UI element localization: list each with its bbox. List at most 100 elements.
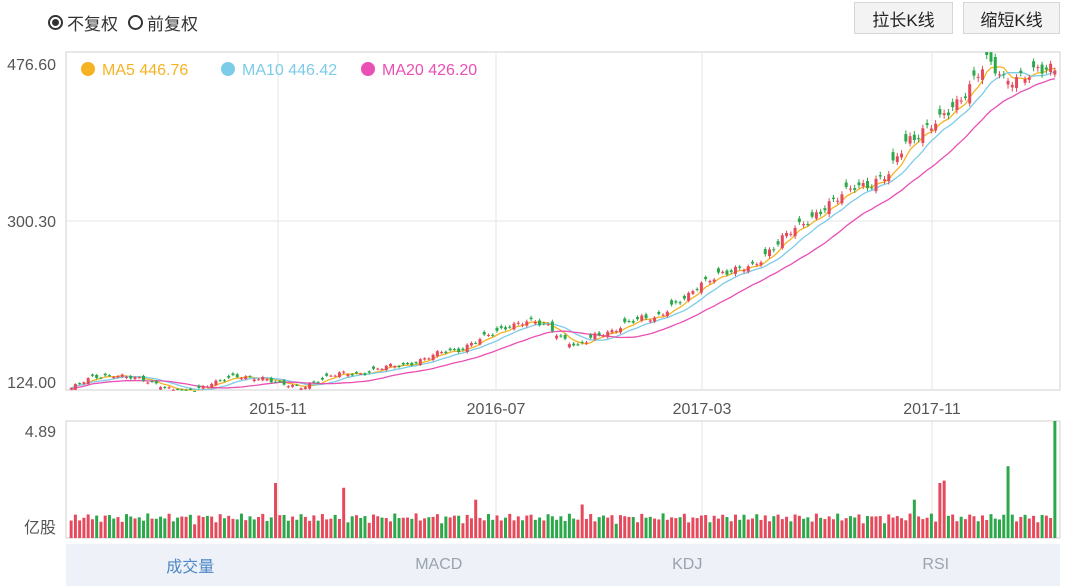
volume-bar bbox=[866, 516, 869, 538]
volume-bar bbox=[444, 516, 448, 538]
volume-bar bbox=[840, 520, 844, 538]
candle-body bbox=[823, 208, 827, 211]
candle-body bbox=[985, 52, 989, 56]
volume-bar bbox=[478, 517, 482, 538]
candle-body bbox=[1019, 70, 1023, 74]
time-tick-label: 2016-07 bbox=[467, 401, 526, 418]
volume-bar bbox=[320, 514, 324, 538]
volume-bar bbox=[644, 517, 648, 538]
volume-bar bbox=[274, 482, 278, 538]
volume-bar bbox=[159, 516, 163, 538]
forward-adjust-radio[interactable]: 前复权 bbox=[128, 10, 198, 35]
legend-ma5: MA5 446.76 bbox=[102, 62, 188, 79]
volume-bar bbox=[137, 517, 141, 538]
volume-bar bbox=[235, 519, 239, 538]
kline-chart: MA5 446.76 MA10 446.42 MA20 426.20 476.60 3… bbox=[7, 51, 1061, 539]
volume-bar bbox=[751, 518, 754, 538]
candle-body bbox=[738, 266, 742, 268]
volume-bar bbox=[435, 514, 439, 538]
volume-bar bbox=[461, 523, 465, 538]
tab-volume[interactable]: 成交量 bbox=[166, 559, 215, 576]
volume-bar bbox=[601, 515, 605, 538]
volume-bar bbox=[163, 518, 167, 538]
candle-body bbox=[776, 241, 780, 245]
volume-bar bbox=[180, 516, 184, 538]
volume-bar bbox=[819, 517, 823, 538]
volume-bar bbox=[721, 514, 725, 538]
candle-body bbox=[427, 358, 431, 360]
volume-bar bbox=[716, 518, 720, 538]
volume-bar bbox=[572, 518, 576, 538]
candle-body bbox=[286, 386, 290, 388]
candle-body bbox=[567, 344, 571, 348]
volume-bar bbox=[789, 521, 793, 538]
shrink-kline-button[interactable]: 缩短K线 bbox=[963, 2, 1060, 34]
volume-bar bbox=[878, 516, 882, 538]
candle-body bbox=[239, 378, 243, 380]
forward-adjust-label: 前复权 bbox=[147, 15, 198, 34]
volume-bar bbox=[516, 516, 520, 538]
volume-bar bbox=[431, 516, 435, 538]
candle-body bbox=[78, 383, 82, 385]
candle-body bbox=[291, 384, 295, 387]
candle-body bbox=[759, 262, 763, 265]
volume-bar bbox=[797, 515, 801, 538]
candle-body bbox=[895, 156, 899, 163]
volume-bar bbox=[738, 519, 742, 538]
volume-bar bbox=[397, 518, 401, 538]
candle-body bbox=[521, 324, 525, 326]
candle-body bbox=[959, 100, 963, 102]
stretch-kline-button[interactable]: 拉长K线 bbox=[854, 2, 953, 34]
volume-bar bbox=[606, 517, 610, 538]
candle-body bbox=[755, 264, 759, 266]
volume-axis-labels: 4.89 亿股 bbox=[24, 424, 56, 537]
candle-body bbox=[125, 376, 128, 378]
volume-bar bbox=[210, 516, 214, 538]
candle-body bbox=[550, 321, 554, 332]
candle-body bbox=[538, 320, 542, 326]
volume-bar bbox=[286, 520, 290, 538]
volume-bar bbox=[559, 516, 563, 538]
candle-body bbox=[742, 270, 746, 272]
candle-body bbox=[452, 349, 456, 351]
volume-bar bbox=[542, 520, 546, 538]
candle-body bbox=[934, 123, 938, 131]
volume-bar bbox=[448, 517, 452, 538]
volume-bar bbox=[687, 522, 691, 538]
candle-body bbox=[891, 152, 895, 161]
candle-body bbox=[512, 323, 516, 330]
candle-body bbox=[921, 128, 925, 144]
volume-bar bbox=[142, 520, 146, 538]
candle-body bbox=[1023, 79, 1027, 83]
candle-body bbox=[107, 375, 111, 377]
volume-bar bbox=[120, 521, 124, 538]
tab-rsi[interactable]: RSI bbox=[922, 556, 950, 573]
volume-bar bbox=[82, 517, 86, 538]
candle-body bbox=[878, 175, 882, 177]
candle-body bbox=[584, 342, 588, 344]
legend-ma20: MA20 426.20 bbox=[382, 62, 477, 79]
candle-body bbox=[320, 377, 324, 380]
volume-bar bbox=[695, 518, 699, 538]
tab-macd[interactable]: MACD bbox=[415, 556, 463, 573]
volume-bar bbox=[900, 518, 904, 538]
volume-bar bbox=[359, 517, 363, 538]
candle-body bbox=[751, 261, 754, 264]
candle-body bbox=[329, 375, 333, 377]
candle-body bbox=[406, 362, 410, 364]
volume-bar bbox=[529, 514, 533, 538]
moving-average-lines bbox=[70, 66, 1056, 391]
no-adjust-radio[interactable]: 不复权 bbox=[48, 10, 118, 35]
volume-bar bbox=[325, 519, 329, 538]
tab-kdj[interactable]: KDJ bbox=[672, 556, 703, 573]
candle-body bbox=[857, 182, 861, 186]
candle-body bbox=[282, 380, 286, 385]
volume-bar bbox=[257, 516, 260, 538]
candle-body bbox=[86, 378, 90, 384]
volume-bar bbox=[657, 519, 661, 538]
volume-bar bbox=[133, 518, 137, 538]
volume-bar bbox=[171, 521, 175, 538]
candle-body bbox=[154, 381, 158, 384]
volume-bar bbox=[508, 513, 512, 538]
volume-bar bbox=[857, 514, 861, 538]
